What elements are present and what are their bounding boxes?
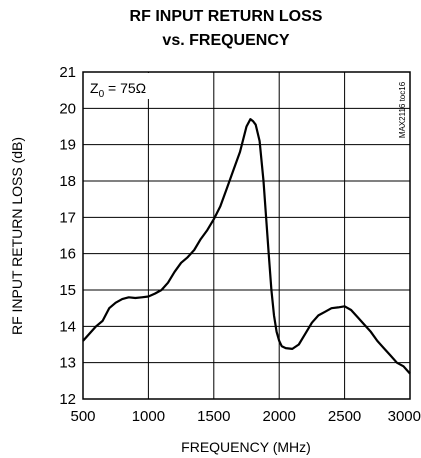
y-tick-label: 17 bbox=[59, 209, 76, 226]
y-tick-label: 21 bbox=[59, 64, 76, 81]
y-axis-label: RF INPUT RETURN LOSS (dB) bbox=[9, 137, 25, 335]
x-tick-label: 1500 bbox=[197, 408, 230, 425]
x-axis-label: FREQUENCY (MHz) bbox=[181, 439, 311, 455]
z-subscript: 0 bbox=[99, 89, 105, 100]
grid bbox=[83, 72, 410, 399]
z-symbol: Z bbox=[90, 80, 99, 96]
y-tick-label: 12 bbox=[59, 391, 76, 408]
z-value: = 75Ω bbox=[104, 80, 146, 96]
y-tick-label: 15 bbox=[59, 282, 76, 299]
x-tick-label: 3000 bbox=[388, 408, 421, 425]
series-line bbox=[82, 118, 411, 375]
y-tick-label: 13 bbox=[59, 355, 76, 372]
x-tick-label: 500 bbox=[70, 408, 95, 425]
plot-frame bbox=[82, 71, 411, 400]
y-tick-label: 18 bbox=[59, 173, 76, 190]
y-tick-labels: 12 13 14 15 16 17 18 19 20 21 bbox=[59, 64, 76, 408]
y-tick-label: 16 bbox=[59, 246, 76, 263]
y-tick-label: 14 bbox=[59, 318, 76, 335]
x-tick-label: 2500 bbox=[328, 408, 361, 425]
chart-title-line1: RF INPUT RETURN LOSS bbox=[130, 8, 323, 25]
figure-id: MAX2116 toc16 bbox=[398, 81, 407, 138]
chart-title-line2: vs. FREQUENCY bbox=[162, 32, 289, 49]
y-tick-label: 19 bbox=[59, 137, 76, 154]
x-tick-label: 1000 bbox=[132, 408, 165, 425]
x-tick-label: 2000 bbox=[263, 408, 296, 425]
x-tick-labels: 500 1000 1500 2000 2500 3000 bbox=[70, 408, 421, 425]
annotation-text: Z0 = 75Ω bbox=[90, 80, 146, 100]
annotation-background bbox=[84, 73, 150, 99]
y-tick-label: 20 bbox=[59, 100, 76, 117]
z0-annotation: Z0 = 75Ω bbox=[84, 73, 150, 100]
